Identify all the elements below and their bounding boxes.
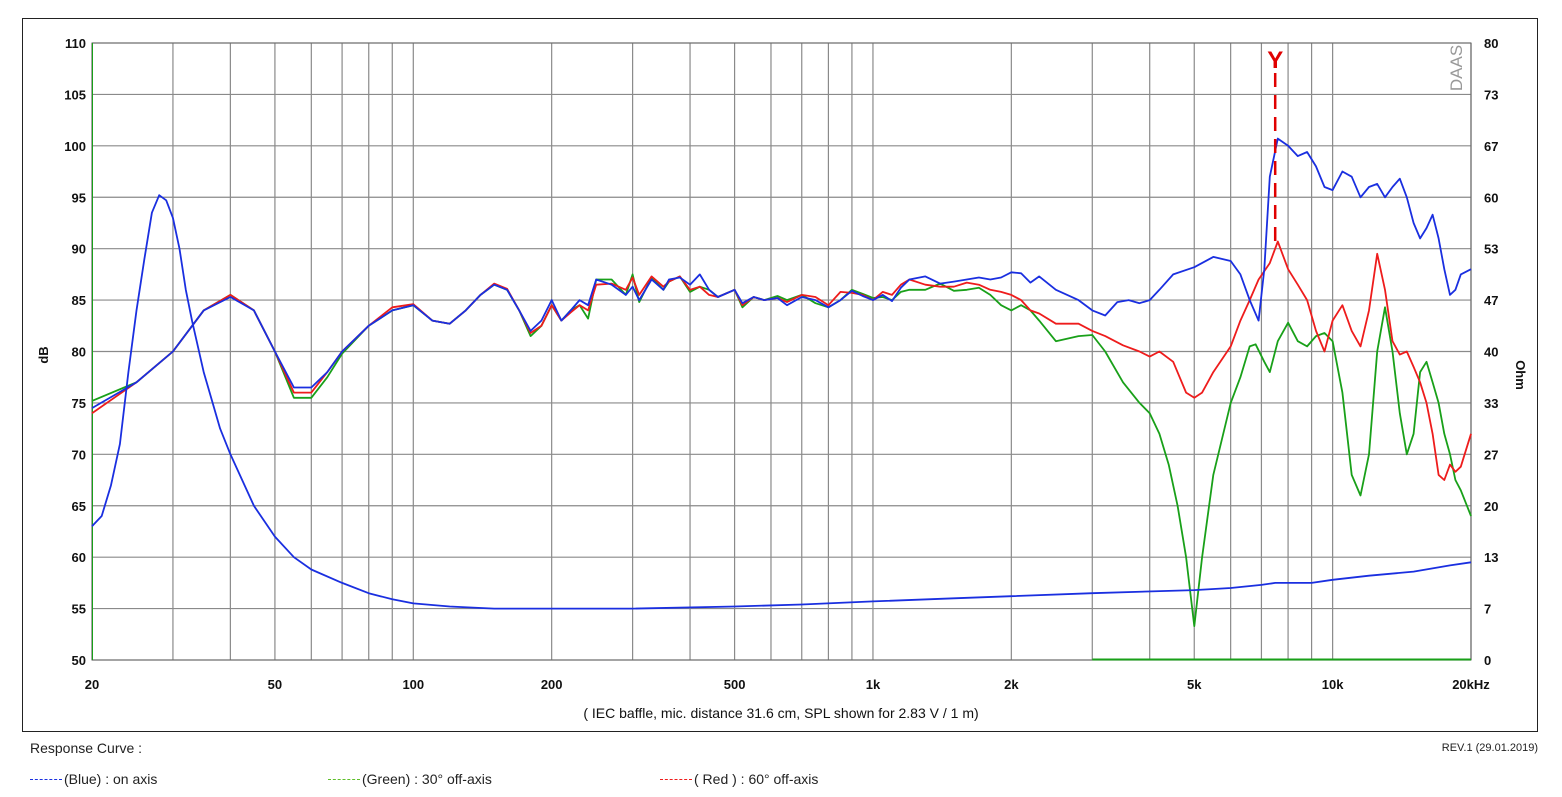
chart-caption: ( IEC baffle, mic. distance 31.6 cm, SPL…	[583, 705, 978, 721]
y-tick-label: 110	[65, 36, 86, 51]
revision-label: REV.1 (29.01.2019)	[1441, 742, 1538, 754]
y-tick-label: 50	[72, 653, 86, 668]
y-tick-label: 65	[72, 499, 86, 514]
legend-label-blue: (Blue) : on axis	[64, 771, 158, 787]
legend-swatch-red	[660, 778, 692, 780]
impedance-curve	[91, 194, 1472, 610]
y-tick-labels: 50 55 60 65 70 75 80 85 90 95 100 105 110	[64, 36, 86, 668]
y2-tick-label: 53	[1484, 242, 1498, 257]
legend-item-green: (Green) : 30° off-axis	[328, 771, 492, 787]
y2-tick-label: 60	[1484, 190, 1498, 205]
x-tick-label: 200	[541, 677, 563, 692]
x-tick-label: 2k	[1004, 677, 1019, 692]
y2-tick-label: 73	[1484, 87, 1498, 102]
series-line-blue	[91, 137, 1472, 409]
y-tick-label: 75	[72, 396, 86, 411]
y2-tick-label: 0	[1484, 653, 1491, 668]
y-tick-label: 80	[72, 345, 86, 360]
y-tick-label: 70	[72, 447, 86, 462]
y2-tick-label: 33	[1484, 396, 1498, 411]
series-line-red	[91, 240, 1472, 481]
legend-label-red: ( Red ) : 60° off-axis	[694, 771, 819, 787]
chart-frame	[22, 18, 1538, 732]
y2-tick-label: 27	[1484, 447, 1498, 462]
y-tick-label: 95	[72, 190, 86, 205]
y-tick-label: 85	[72, 293, 86, 308]
x-tick-label: 5k	[1187, 677, 1202, 692]
legend-swatch-green	[328, 778, 360, 780]
frequency-response-chart: 20 50 100 200 500 1k 2k 5k 10k 20kHz 505560657075…	[36, 36, 1528, 721]
grid	[91, 42, 1472, 661]
legend-label-green: (Green) : 30° off-axis	[362, 771, 492, 787]
x-tick-label: 50	[268, 677, 282, 692]
legend-swatch-blue	[30, 778, 62, 780]
y-tick-label: 55	[72, 602, 86, 617]
x-tick-labels: 20 50 100 200 500 1k 2k 5k 10k 20kHz	[85, 677, 1491, 692]
x-tick-label: 20kHz	[1452, 677, 1490, 692]
series-line-green	[91, 273, 1472, 627]
response-curve-title: Response Curve :	[30, 740, 143, 756]
x-tick-label: 100	[402, 677, 424, 692]
y2-tick-label: 40	[1484, 345, 1498, 360]
x-tick-label: 20	[85, 677, 99, 692]
y-tick-label: 90	[72, 242, 86, 257]
y-tick-label: 100	[64, 139, 86, 154]
y-tick-label: 105	[64, 87, 86, 102]
y2-tick-label: 20	[1484, 499, 1498, 514]
x-tick-label: 500	[724, 677, 746, 692]
legend-item-red: ( Red ) : 60° off-axis	[660, 771, 818, 787]
annotation-y-label: Y	[1267, 47, 1283, 74]
y2-tick-label: 13	[1484, 550, 1498, 565]
series	[91, 43, 1472, 661]
daas-watermark: DAAS	[1447, 45, 1466, 91]
y2-tick-label: 80	[1484, 36, 1498, 51]
y2-tick-label: 47	[1484, 293, 1498, 308]
y2-tick-label: 67	[1484, 139, 1498, 154]
y2-tick-labels: 0 7 13 20 27 33 40 47 53 60 67 73 80	[1484, 36, 1498, 668]
annotations: Y	[1267, 47, 1283, 244]
x-tick-label: 10k	[1322, 677, 1344, 692]
y-tick-label: 60	[72, 550, 86, 565]
y2-tick-label: 7	[1484, 602, 1491, 617]
y-axis-title: dB	[36, 346, 51, 363]
legend-item-blue: (Blue) : on axis	[30, 771, 157, 787]
x-tick-label: 1k	[866, 677, 881, 692]
y2-axis-title: Ohm	[1513, 360, 1528, 390]
